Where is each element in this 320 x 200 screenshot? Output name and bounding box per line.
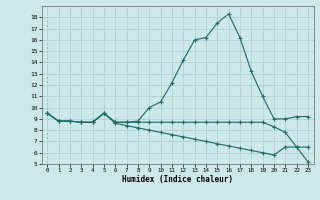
X-axis label: Humidex (Indice chaleur): Humidex (Indice chaleur)	[122, 175, 233, 184]
